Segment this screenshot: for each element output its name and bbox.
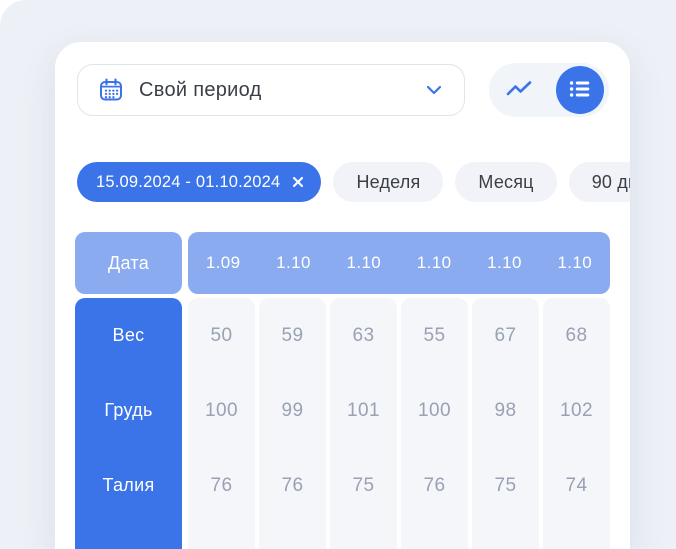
date-header: 1.09 <box>205 253 241 272</box>
date-column-header: Дата <box>75 232 182 294</box>
data-column: 68 102 74 <box>543 298 610 549</box>
measurements-table: Дата 1.09 1.10 1.10 1.10 1.10 1.10 Вес Г… <box>75 232 610 549</box>
row-label-chest: Грудь <box>104 400 153 420</box>
value-cell: 67 <box>494 324 517 346</box>
value-cell: 98 <box>494 399 517 421</box>
value-cell: 59 <box>281 324 304 346</box>
line-chart-icon <box>505 80 533 101</box>
date-header: 1.10 <box>346 253 382 272</box>
metric-label-column: Вес Грудь Талия <box>75 298 182 549</box>
value-cell: 76 <box>423 474 446 496</box>
date-header: 1.10 <box>557 253 593 272</box>
list-view-button[interactable] <box>556 66 604 114</box>
preset-chip-90days[interactable]: 90 дней <box>568 162 630 202</box>
calendar-icon <box>98 77 124 103</box>
value-cell: 101 <box>347 399 380 421</box>
row-label-waist: Талия <box>102 475 155 495</box>
value-cell: 75 <box>494 474 517 496</box>
value-cell: 50 <box>210 324 233 346</box>
value-cell: 100 <box>205 399 238 421</box>
value-cell: 99 <box>281 399 304 421</box>
date-header: 1.10 <box>487 253 522 272</box>
row-label-weight: Вес <box>112 325 145 345</box>
data-column: 50 100 76 <box>188 298 255 549</box>
data-column: 63 101 75 <box>330 298 397 549</box>
data-column: 55 100 76 <box>401 298 468 549</box>
measurements-card: Свой период <box>55 42 630 549</box>
value-cell: 68 <box>565 324 588 346</box>
date-range-chip[interactable]: 15.09.2024 - 01.10.2024 <box>77 162 322 202</box>
table-body: Вес Грудь Талия 50 100 76 59 99 76 <box>75 298 610 549</box>
date-header: 1.10 <box>416 253 452 272</box>
value-cell: 76 <box>210 474 233 496</box>
date-header: 1.10 <box>276 253 311 272</box>
value-cell: 76 <box>281 474 304 496</box>
period-dropdown-label: Свой период <box>139 78 262 101</box>
value-cell: 102 <box>560 399 593 421</box>
value-cell: 100 <box>418 399 451 421</box>
value-cell: 74 <box>565 474 588 496</box>
period-chips: 15.09.2024 - 01.10.2024 Неделя Месяц 90 … <box>77 162 630 202</box>
chart-view-button[interactable] <box>489 63 549 117</box>
date-range-label: 15.09.2024 - 01.10.2024 <box>96 172 281 191</box>
data-columns: 50 100 76 59 99 76 63 101 75 <box>188 298 610 549</box>
data-column: 59 99 76 <box>259 298 326 549</box>
value-cell: 55 <box>423 324 446 346</box>
bullet-list-icon <box>569 80 591 101</box>
table-header-row: Дата 1.09 1.10 1.10 1.10 1.10 1.10 <box>75 232 610 294</box>
view-toggle <box>489 63 609 117</box>
period-dropdown[interactable]: Свой период <box>77 64 465 116</box>
data-column: 67 98 75 <box>472 298 539 549</box>
value-cell: 63 <box>352 324 375 346</box>
value-cell: 75 <box>352 474 375 496</box>
dates-header-strip: 1.09 1.10 1.10 1.10 1.10 1.10 <box>188 232 610 294</box>
chevron-down-icon <box>426 85 442 95</box>
close-icon[interactable] <box>291 175 305 189</box>
preset-chip-month[interactable]: Месяц <box>455 162 557 202</box>
preset-chip-week[interactable]: Неделя <box>333 162 444 202</box>
